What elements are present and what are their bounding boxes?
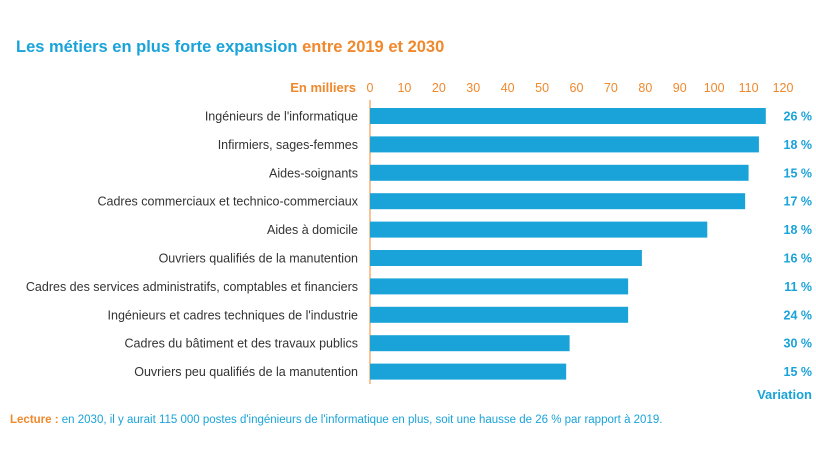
x-tick-label: 30	[466, 81, 480, 95]
variation-header: Variation	[757, 387, 812, 402]
bar	[370, 250, 642, 266]
x-tick-label: 0	[367, 81, 374, 95]
variation-label: 15 %	[784, 365, 813, 379]
category-label: Ouvriers peu qualifiés de la manutention	[134, 365, 358, 379]
bar	[370, 221, 708, 238]
bar	[370, 306, 629, 323]
category-label: Ingénieurs de l'informatique	[205, 110, 358, 124]
category-label: Cadres commerciaux et technico-commercia…	[97, 195, 358, 209]
variation-label: 11 %	[784, 280, 812, 294]
x-tick-label: 100	[704, 81, 725, 95]
bar	[370, 363, 567, 380]
bar	[370, 193, 746, 210]
x-tick-label: 20	[432, 81, 446, 95]
axis-unit-label: En milliers	[290, 80, 356, 95]
x-tick-label: 120	[773, 81, 794, 95]
category-label: Ouvriers qualifiés de la manutention	[159, 252, 358, 266]
bar	[370, 335, 570, 352]
x-tick-label: 110	[739, 81, 759, 95]
category-label: Cadres du bâtiment et des travaux public…	[125, 337, 358, 351]
category-label: Aides-soignants	[269, 166, 358, 180]
variation-label: 16 %	[784, 252, 813, 266]
variation-label: 18 %	[784, 223, 813, 237]
variation-label: 24 %	[784, 308, 813, 322]
category-label: Aides à domicile	[267, 223, 358, 237]
category-label: Infirmiers, sages-femmes	[218, 138, 358, 152]
x-tick-label: 90	[673, 81, 687, 95]
bar	[370, 136, 759, 153]
reading-note-label: Lecture :	[10, 414, 59, 426]
variation-label: 26 %	[784, 110, 813, 124]
x-tick-label: 40	[501, 81, 515, 95]
variation-label: 17 %	[784, 195, 813, 209]
x-tick-label: 60	[570, 81, 584, 95]
chart-title-main: Les métiers en plus forte expansion	[16, 38, 298, 56]
bar	[370, 108, 766, 124]
variation-label: 18 %	[784, 138, 813, 152]
x-tick-label: 70	[604, 81, 618, 95]
x-tick-label: 50	[535, 81, 549, 95]
variation-label: 30 %	[784, 337, 813, 351]
reading-note-text: en 2030, il y aurait 115 000 postes d'in…	[61, 414, 663, 426]
category-label: Cadres des services administratifs, comp…	[26, 280, 358, 294]
x-tick-label: 80	[638, 81, 652, 95]
category-label: Ingénieurs et cadres techniques de l'ind…	[108, 308, 359, 322]
chart-title: Les métiers en plus forte expansion entr…	[16, 38, 444, 57]
bar-chart: En milliers 0 10 20 30 40 50 60 70 80 90 100 110 120 I…	[26, 80, 813, 402]
variation-label: 15 %	[784, 166, 813, 180]
bar	[370, 278, 629, 295]
reading-note: Lecture : en 2030, il y aurait 115 000 p…	[10, 414, 662, 426]
chart-title-period: entre 2019 et 2030	[302, 38, 445, 56]
x-tick-label: 10	[397, 81, 411, 95]
bar	[370, 164, 749, 181]
